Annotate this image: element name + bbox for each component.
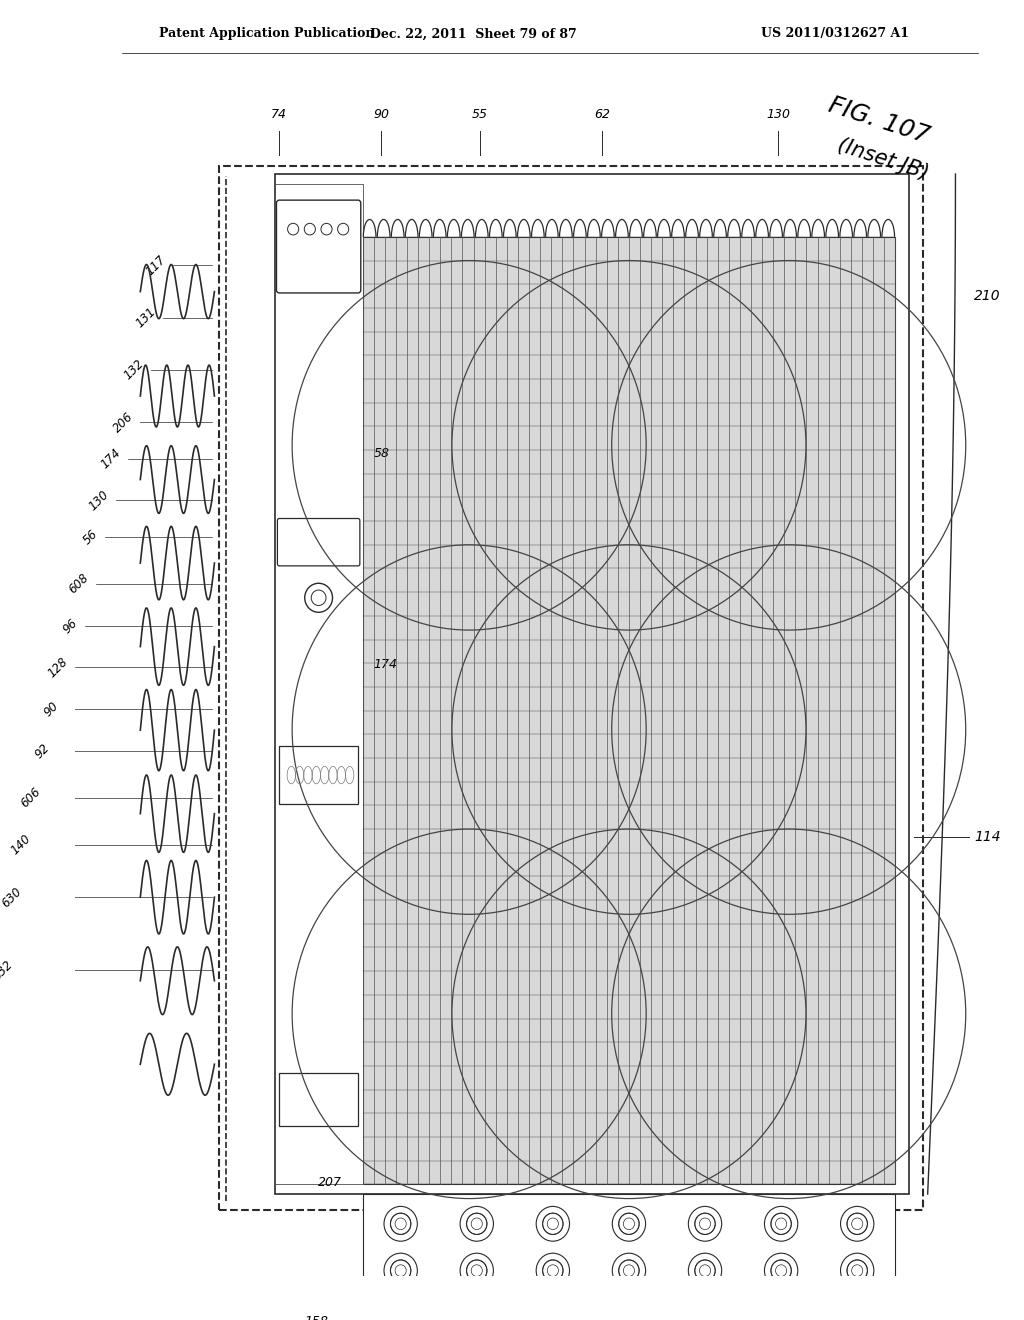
Text: 92: 92 bbox=[33, 741, 52, 760]
Text: 96: 96 bbox=[60, 616, 80, 636]
Text: 132: 132 bbox=[122, 358, 146, 383]
Text: US 2011/0312627 A1: US 2011/0312627 A1 bbox=[761, 28, 909, 41]
Text: 608: 608 bbox=[67, 572, 91, 597]
Text: 158: 158 bbox=[304, 1315, 329, 1320]
Text: 128: 128 bbox=[46, 655, 71, 680]
Text: 174: 174 bbox=[374, 657, 397, 671]
Text: 130: 130 bbox=[766, 108, 791, 121]
Text: 90: 90 bbox=[373, 108, 389, 121]
Text: 131: 131 bbox=[134, 305, 159, 330]
Text: 55: 55 bbox=[472, 108, 487, 121]
Bar bbox=[280, 1073, 358, 1126]
Text: 140: 140 bbox=[8, 833, 34, 858]
Text: 210: 210 bbox=[974, 289, 1000, 304]
Text: 56: 56 bbox=[81, 527, 100, 546]
Text: 114: 114 bbox=[974, 830, 1000, 843]
Text: 74: 74 bbox=[271, 108, 288, 121]
Text: 632: 632 bbox=[0, 958, 15, 983]
Text: 62: 62 bbox=[594, 108, 610, 121]
Bar bbox=[280, 746, 358, 804]
Text: 174: 174 bbox=[98, 446, 124, 471]
Text: 130: 130 bbox=[86, 488, 112, 513]
Text: Dec. 22, 2011  Sheet 79 of 87: Dec. 22, 2011 Sheet 79 of 87 bbox=[371, 28, 578, 41]
Text: 207: 207 bbox=[318, 1176, 342, 1189]
Bar bbox=[362, 236, 895, 1184]
Text: 58: 58 bbox=[374, 447, 390, 461]
Text: 630: 630 bbox=[0, 884, 25, 909]
Text: (Inset JB): (Inset JB) bbox=[835, 136, 931, 183]
Bar bbox=[362, 1295, 895, 1320]
Bar bbox=[219, 166, 923, 1210]
Bar bbox=[274, 174, 909, 1195]
Bar bbox=[362, 1195, 895, 1300]
Text: Patent Application Publication: Patent Application Publication bbox=[159, 28, 375, 41]
FancyBboxPatch shape bbox=[276, 201, 360, 293]
FancyBboxPatch shape bbox=[278, 519, 359, 566]
Text: 90: 90 bbox=[42, 700, 61, 719]
Text: FIG. 107: FIG. 107 bbox=[825, 94, 933, 148]
Text: 606: 606 bbox=[18, 785, 43, 810]
Text: 206: 206 bbox=[111, 409, 136, 434]
Bar bbox=[274, 183, 362, 1184]
Text: 117: 117 bbox=[143, 253, 168, 279]
